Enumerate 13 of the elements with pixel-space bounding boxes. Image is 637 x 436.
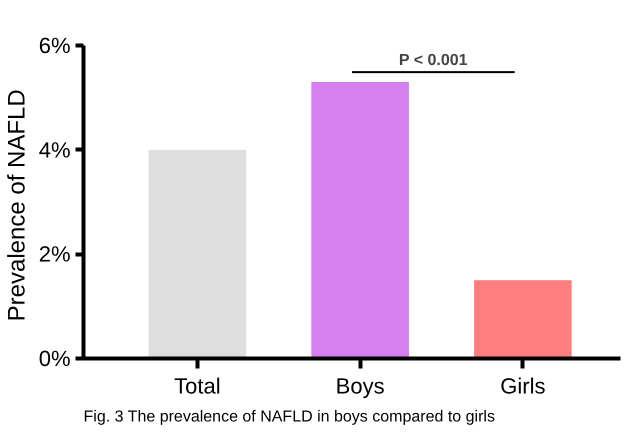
annotation: P < 0.001 [398, 52, 468, 69]
x-tick-label: Boys [336, 374, 385, 398]
y-tick-label: 6% [38, 33, 70, 58]
bar [148, 150, 246, 358]
x-tick-label: Total [174, 374, 221, 398]
y-tick-label: 0% [38, 346, 70, 371]
x-tick-label: Girls [500, 374, 546, 398]
y-tick-label: 4% [38, 137, 70, 162]
y-axis-title: Prevalence of NAFLD [4, 89, 31, 322]
bar [311, 82, 409, 358]
caption: Fig. 3 The prevalence of NAFLD in boys compared to girls [84, 408, 495, 426]
y-tick-label: 2% [38, 242, 70, 267]
bar [474, 280, 572, 358]
